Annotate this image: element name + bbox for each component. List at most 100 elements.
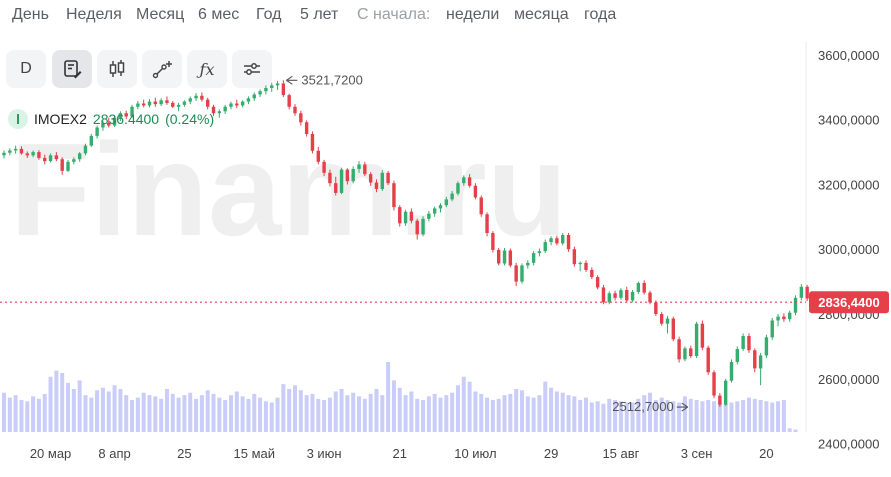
volume-bar xyxy=(298,390,303,432)
period-selector: День Неделя Месяц 6 мес Год 5 лет С нача… xyxy=(0,0,891,30)
candle-body xyxy=(217,111,222,114)
candle-body xyxy=(782,316,786,320)
volume-bar xyxy=(665,400,670,432)
settings-button[interactable] xyxy=(232,50,272,88)
y-tick-label: 2600,0000 xyxy=(818,372,879,387)
candle-body xyxy=(299,113,303,123)
candle-body xyxy=(462,177,466,184)
volume-bar xyxy=(164,389,169,432)
candle-body xyxy=(8,150,12,153)
candle-body xyxy=(694,323,699,357)
period-since-month[interactable]: месяца xyxy=(514,6,569,23)
candle-body xyxy=(729,361,734,381)
volume-bar xyxy=(729,402,734,432)
period-year[interactable]: Год xyxy=(256,6,282,23)
volume-bar xyxy=(333,391,338,432)
volume-bar xyxy=(339,389,344,432)
candle-body xyxy=(147,101,152,106)
candle-body xyxy=(584,262,588,270)
volume-bar xyxy=(391,380,396,432)
volume-bar xyxy=(234,391,239,432)
candle-body xyxy=(182,101,187,105)
volume-bar xyxy=(746,397,751,432)
volume-bar xyxy=(36,398,41,432)
volume-bar xyxy=(310,393,315,432)
period-6-months[interactable]: 6 мес xyxy=(198,6,240,23)
candle-body xyxy=(659,314,664,324)
volume-bar xyxy=(228,395,233,432)
volume-bar xyxy=(653,400,658,432)
volume-bar xyxy=(671,401,676,432)
candle-body xyxy=(246,98,251,102)
candle-body xyxy=(118,113,123,118)
candle-body xyxy=(206,99,210,107)
period-day[interactable]: День xyxy=(12,6,49,23)
volume-bar xyxy=(380,395,385,432)
volume-bar xyxy=(95,390,100,432)
period-week[interactable]: Неделя xyxy=(66,6,122,23)
candle-body xyxy=(304,122,309,134)
interval-button[interactable]: D xyxy=(6,50,46,88)
candle-body xyxy=(625,290,629,301)
period-since-year[interactable]: года xyxy=(584,6,617,23)
volume-bar xyxy=(595,401,600,432)
candle-body xyxy=(130,106,134,117)
volume-bar xyxy=(438,397,443,432)
volume-bar xyxy=(741,400,746,432)
x-tick-label: 15 май xyxy=(234,446,276,461)
volume-bar xyxy=(787,428,792,432)
x-tick-label: 10 июл xyxy=(454,446,496,461)
candle-body xyxy=(258,91,262,95)
volume-bar xyxy=(502,395,507,432)
indicators-button[interactable]: ƒx xyxy=(187,50,227,88)
volume-bar xyxy=(304,395,309,432)
candle-body xyxy=(578,262,582,265)
candle-body xyxy=(508,250,513,266)
candle-body xyxy=(706,347,710,373)
candle-body xyxy=(165,100,169,103)
period-5-years[interactable]: 5 лет xyxy=(300,6,339,23)
period-month[interactable]: Месяц xyxy=(136,6,185,23)
volume-bar xyxy=(426,396,431,432)
volume-bar xyxy=(607,398,612,432)
candles-button[interactable] xyxy=(97,50,137,88)
candle-body xyxy=(537,251,542,254)
annotation-label: 2512,7000 xyxy=(612,399,673,414)
candle-body xyxy=(171,102,175,107)
candle-body xyxy=(386,172,390,184)
volume-bar xyxy=(485,397,490,432)
candle-body xyxy=(665,318,670,324)
watermark: Finam.ru xyxy=(10,116,567,263)
function-icon: ƒx xyxy=(199,59,215,79)
volume-bar xyxy=(688,398,693,432)
candle-body xyxy=(723,380,728,405)
volume-bar xyxy=(415,398,420,432)
candle-body xyxy=(19,148,24,154)
x-tick-label: 8 апр xyxy=(98,446,130,461)
volume-bar xyxy=(374,389,379,432)
period-since-week[interactable]: недели xyxy=(446,6,500,23)
candle-body xyxy=(124,113,128,117)
candle-body xyxy=(770,320,774,338)
candle-body xyxy=(485,214,489,234)
volume-bar xyxy=(717,402,722,432)
volume-bar xyxy=(700,401,705,432)
candle-body xyxy=(718,395,722,405)
candlestick-icon xyxy=(109,60,125,77)
drawing-tools-button[interactable] xyxy=(142,50,182,88)
chart-type-button[interactable] xyxy=(52,50,92,88)
volume-bar xyxy=(48,376,53,432)
volume-bar xyxy=(240,396,245,432)
candle-body xyxy=(648,292,652,303)
annotation-arrow xyxy=(286,75,298,85)
candle-body xyxy=(654,302,658,314)
series-marker-icon[interactable] xyxy=(8,109,28,129)
volume-bar xyxy=(508,393,513,432)
candle-body xyxy=(561,234,565,244)
volume-bar xyxy=(135,397,140,432)
candle-body xyxy=(188,98,192,102)
candle-body xyxy=(467,177,472,186)
volume-bar xyxy=(444,395,449,432)
volume-bar xyxy=(362,398,367,432)
